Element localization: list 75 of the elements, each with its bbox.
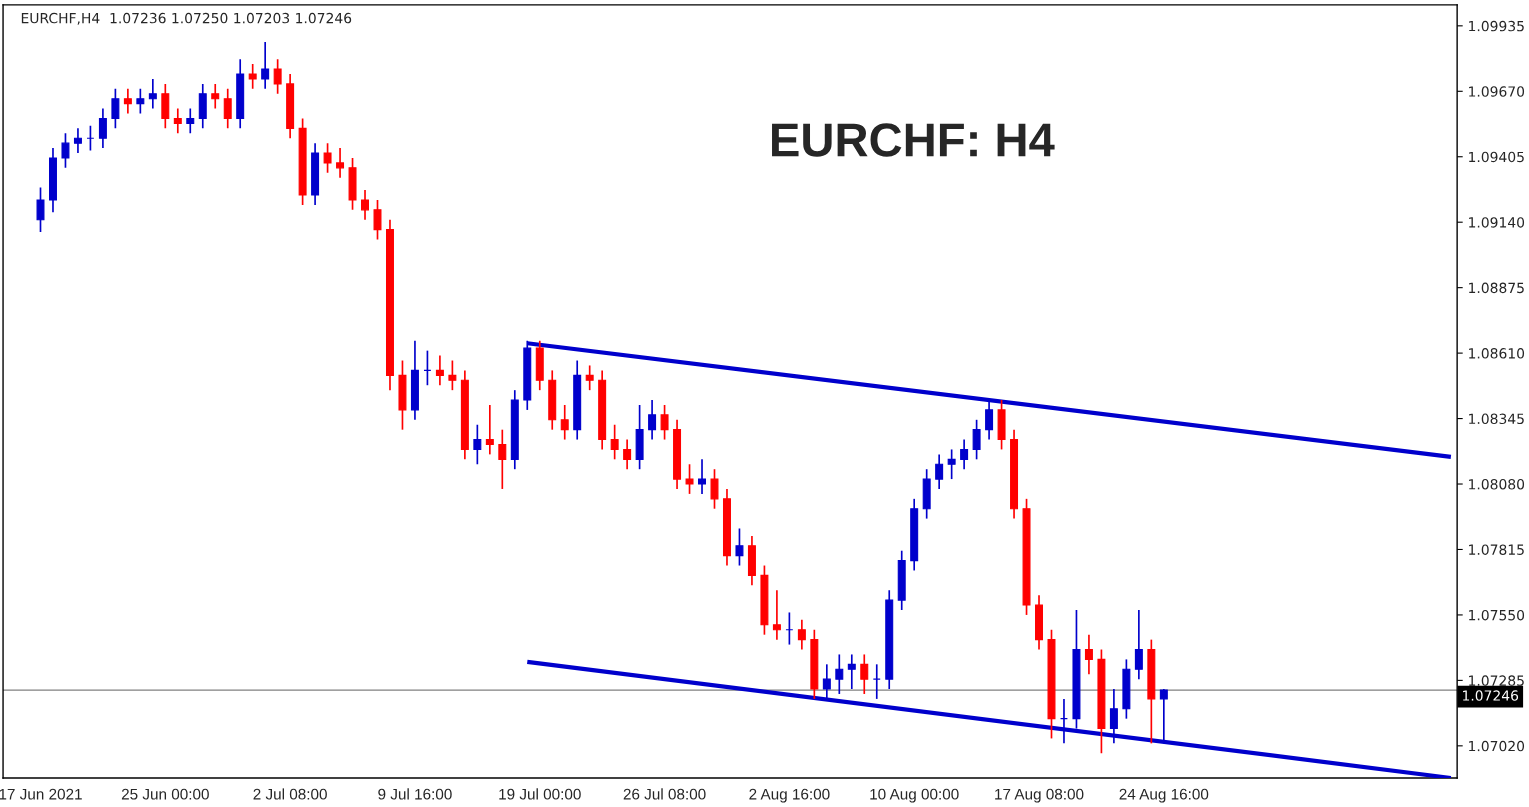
candlestick — [448, 359, 457, 391]
candlestick — [111, 87, 120, 130]
candlestick — [211, 83, 220, 110]
y-tick-label: 1.07815 — [1469, 544, 1524, 555]
candlestick — [361, 189, 370, 221]
candlestick — [186, 107, 195, 135]
x-tick-label: 17 Jun 2021 — [0, 788, 82, 800]
candlestick — [336, 147, 345, 179]
candlestick — [273, 58, 282, 95]
y-tick-label: 1.08875 — [1469, 282, 1524, 294]
candlestick — [797, 619, 806, 651]
candlestick — [835, 653, 844, 695]
x-tick-label: 19 Jul 00:00 — [499, 788, 581, 800]
candlestick — [223, 87, 232, 130]
y-tick-label: 1.08345 — [1469, 413, 1524, 425]
candlestick — [136, 87, 145, 115]
candlestick — [1084, 633, 1093, 676]
candlestick — [660, 404, 669, 441]
y-tick-label: 1.09935 — [1469, 20, 1524, 32]
x-tick-label: 24 Aug 16:00 — [1119, 788, 1209, 803]
candlestick — [473, 423, 482, 466]
candlestick — [485, 404, 494, 456]
ref-line-label: 1.07246 — [1463, 690, 1519, 701]
candlestick — [960, 438, 969, 471]
candlestick — [610, 423, 619, 461]
candlestick — [623, 438, 632, 471]
candlestick — [847, 653, 856, 690]
candlestick — [560, 404, 569, 441]
y-tick-label: 1.07550 — [1469, 609, 1525, 621]
x-tick-label: 17 Aug 08:00 — [995, 788, 1084, 803]
candlestick — [1134, 609, 1143, 680]
candlestick — [1109, 688, 1118, 745]
x-tick-label: 9 Jul 16:00 — [378, 788, 452, 800]
candlestick — [323, 142, 332, 174]
candlestick — [698, 458, 707, 495]
candlestick — [685, 463, 694, 495]
candlestick — [61, 132, 70, 169]
candlestick — [98, 107, 107, 149]
y-tick-label: 1.08080 — [1469, 478, 1525, 490]
x-tick-label: 2 Aug 16:00 — [749, 788, 830, 803]
candlestick — [735, 527, 744, 567]
candlestick — [947, 448, 956, 480]
y-tick-label: 1.09405 — [1469, 151, 1524, 163]
candlestick — [123, 87, 132, 115]
candlestick — [985, 399, 994, 441]
x-tick-label: 2 Jul 08:00 — [253, 788, 327, 800]
candlestick — [1159, 688, 1168, 745]
candlestick — [935, 453, 944, 490]
candlestick — [648, 399, 657, 441]
candlestick — [972, 418, 981, 461]
text: EURCHF: H4 — [772, 123, 1055, 157]
candlestick — [261, 41, 270, 90]
candlestick — [860, 653, 869, 695]
y-tick-label: 1.09140 — [1469, 217, 1525, 228]
x-tick-label: 26 Jul 08:00 — [623, 788, 706, 800]
candlestick — [36, 186, 45, 233]
candlestick — [148, 78, 157, 110]
y-tick-label: 1.08610 — [1469, 348, 1525, 359]
x-tick-label: 25 Jun 00:00 — [121, 788, 209, 800]
candlestick — [585, 364, 594, 391]
candlestick — [822, 663, 831, 700]
candlestick — [710, 468, 719, 510]
candlestick — [498, 428, 507, 490]
candlestick — [373, 199, 382, 241]
candlestick — [872, 663, 881, 700]
candlestick — [772, 589, 781, 641]
x-tick-label: 10 Aug 00:00 — [870, 788, 959, 803]
candlestick — [248, 63, 257, 90]
y-tick-label: 1.07285 — [1469, 675, 1524, 686]
annotation: EURCHF,H4 1.07236 1.07250 1.07203 1.07246 — [21, 12, 352, 25]
candlestick — [173, 107, 182, 135]
y-tick-label: 1.09670 — [1469, 86, 1525, 97]
candlestick — [73, 127, 82, 154]
candlestick — [435, 354, 444, 387]
y-tick-label: 1.07020 — [1469, 740, 1525, 752]
